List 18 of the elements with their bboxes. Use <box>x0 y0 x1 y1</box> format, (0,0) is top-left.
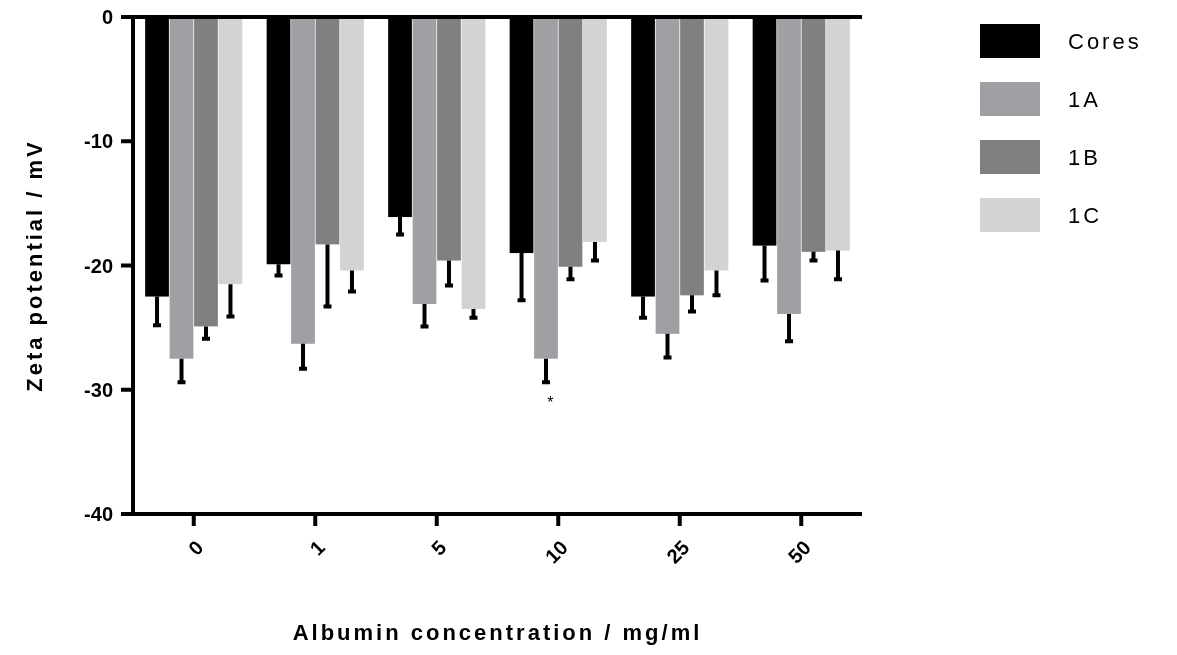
x-tick-label: 50 <box>783 536 816 568</box>
x-tick-label: 0 <box>184 536 208 560</box>
legend-label: 1C <box>1068 202 1103 228</box>
y-tick-label: -10 <box>84 130 113 153</box>
x-tick-label: 25 <box>662 536 694 568</box>
y-tick-label: 0 <box>101 6 113 28</box>
x-axis-title: Albumin concentration / mg/ml <box>292 620 703 645</box>
y-tick-label: -20 <box>84 254 113 277</box>
annotation: * <box>547 393 554 411</box>
y-tick-label: -40 <box>84 503 113 525</box>
x-tick-label: 10 <box>540 536 573 568</box>
legend-label: 1B <box>1068 144 1101 170</box>
legend-label: 1A <box>1068 86 1101 112</box>
y-axis-title: Zeta potential / mV <box>22 139 47 392</box>
x-tick-label: 1 <box>305 536 330 560</box>
x-tick-label: 5 <box>427 536 451 560</box>
y-tick-label: -30 <box>84 378 113 401</box>
legend-label: Cores <box>1068 28 1142 54</box>
